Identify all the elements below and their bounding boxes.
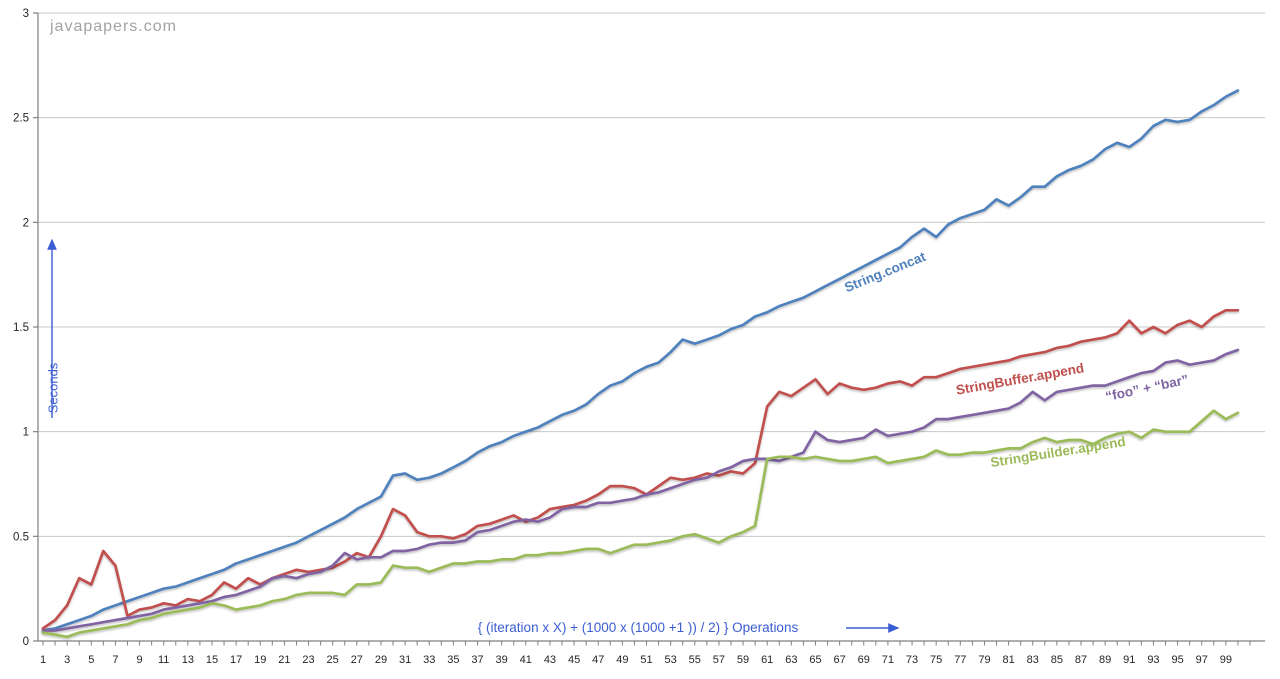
x-tick-label: 79	[978, 654, 990, 666]
x-tick-label: 59	[737, 654, 749, 666]
x-tick-label: 63	[785, 654, 797, 666]
y-tick-label: 3	[23, 8, 29, 20]
series-line-string-concat	[41, 89, 1240, 632]
x-tick-label: 9	[136, 654, 142, 666]
series-line-foo-bar	[41, 348, 1240, 632]
x-tick-label: 93	[1147, 654, 1159, 666]
x-tick-label: 33	[423, 654, 435, 666]
x-tick-label: 83	[1027, 654, 1039, 666]
y-tick-label: 2	[23, 217, 29, 229]
series-line-stringbuilder-append	[41, 409, 1240, 639]
x-tick-label: 5	[88, 654, 94, 666]
x-tick-label: 35	[447, 654, 459, 666]
x-tick-label: 61	[761, 654, 773, 666]
series-line-stringbuffer-append	[41, 308, 1240, 630]
x-tick-label: 3	[64, 654, 70, 666]
x-tick-label: 15	[206, 654, 218, 666]
x-tick-label: 51	[640, 654, 652, 666]
x-tick-label: 73	[906, 654, 918, 666]
x-tick-label: 29	[375, 654, 387, 666]
x-tick-label: 49	[616, 654, 628, 666]
x-tick-label: 37	[471, 654, 483, 666]
x-tick-label: 27	[351, 654, 363, 666]
x-tick-label: 67	[833, 654, 845, 666]
x-tick-label: 1	[40, 654, 46, 666]
x-tick-label: 57	[713, 654, 725, 666]
x-tick-label: 13	[182, 654, 194, 666]
x-tick-label: 75	[930, 654, 942, 666]
x-tick-label: 91	[1123, 654, 1135, 666]
x-tick-label: 43	[544, 654, 556, 666]
x-tick-label: 85	[1051, 654, 1063, 666]
x-tick-label: 11	[158, 654, 169, 666]
x-tick-label: 17	[230, 654, 242, 666]
x-tick-label: 81	[1002, 654, 1014, 666]
x-tick-label: 65	[809, 654, 821, 666]
x-tick-label: 7	[112, 654, 118, 666]
x-tick-label: 71	[882, 654, 894, 666]
x-tick-label: 97	[1196, 654, 1208, 666]
x-tick-label: 41	[520, 654, 532, 666]
x-tick-label: 19	[254, 654, 266, 666]
x-tick-label: 89	[1099, 654, 1111, 666]
x-tick-label: 87	[1075, 654, 1087, 666]
x-tick-label: 31	[399, 654, 411, 666]
x-tick-label: 47	[592, 654, 604, 666]
x-tick-label: 53	[665, 654, 677, 666]
x-axis-title: { (iteration x X) + (1000 x (1000 +1 )) …	[477, 620, 799, 635]
x-tick-label: 21	[278, 654, 290, 666]
y-tick-label: 0.5	[13, 531, 29, 543]
y-tick-label: 2.5	[13, 113, 29, 125]
watermark: javapapers.com	[50, 18, 177, 35]
x-tick-label: 39	[496, 654, 508, 666]
x-tick-label: 23	[302, 654, 314, 666]
x-tick-label: 55	[689, 654, 701, 666]
x-tick-label: 69	[858, 654, 870, 666]
y-tick-label: 1	[23, 427, 29, 439]
x-tick-label: 45	[568, 654, 580, 666]
y-tick-label: 1.5	[13, 322, 29, 334]
x-tick-label: 77	[954, 654, 966, 666]
y-tick-label: 0	[23, 636, 29, 648]
x-tick-label: 25	[327, 654, 339, 666]
x-tick-label: 99	[1220, 654, 1232, 666]
y-axis-title: Seconds	[45, 362, 61, 414]
x-tick-label: 95	[1171, 654, 1183, 666]
